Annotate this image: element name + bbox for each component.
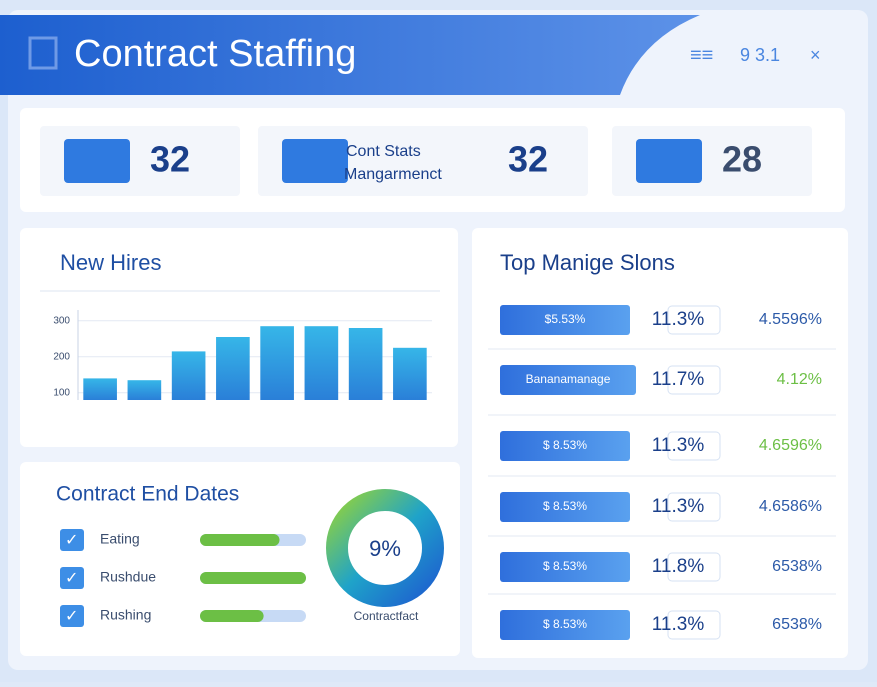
donut — [326, 489, 444, 607]
percent: 11.8% — [652, 556, 705, 577]
pill-label: $ 8.53% — [543, 559, 587, 573]
percent-box — [667, 305, 721, 335]
bar — [393, 347, 427, 400]
donut-label: Contractfact — [354, 609, 419, 623]
amount: 4.5596% — [759, 311, 822, 328]
percent-box — [667, 365, 721, 395]
amount: 6538% — [772, 558, 822, 575]
top-panel — [472, 228, 848, 658]
progress-bar — [200, 610, 264, 622]
row-label: Eating — [100, 531, 140, 547]
y-tick-label: 100 — [53, 387, 70, 398]
pill-label: Bananamanage — [526, 372, 611, 386]
check: ✓ — [65, 532, 78, 549]
bar — [260, 326, 294, 400]
pill — [500, 431, 630, 461]
row-label: Rushing — [100, 607, 151, 623]
percent: 11.3% — [652, 496, 705, 517]
donut-value: 9% — [369, 536, 401, 561]
bar — [348, 328, 383, 400]
stat-value: 32 — [150, 139, 190, 180]
amount: 6538% — [772, 616, 822, 633]
pill — [500, 552, 630, 582]
bar — [127, 380, 162, 400]
pill — [500, 610, 630, 640]
percent: 11.3% — [652, 435, 705, 456]
pill-label: $5.53% — [545, 312, 586, 326]
pill-label: $ 8.53% — [543, 499, 587, 513]
percent-box — [667, 492, 721, 522]
stat-value: 28 — [722, 139, 762, 180]
close-button[interactable]: × — [810, 45, 821, 65]
header-menu: ≡≡ — [690, 44, 713, 66]
y-tick-label: 300 — [53, 315, 70, 326]
stat-icon — [282, 139, 348, 183]
check: ✓ — [65, 608, 78, 625]
checkbox — [60, 529, 84, 551]
y-tick-label: 200 — [53, 351, 70, 362]
percent-box — [667, 431, 721, 461]
percent-box — [667, 552, 721, 582]
percent: 11.3% — [652, 614, 705, 635]
header-band — [0, 15, 700, 95]
percent: 11.3% — [652, 309, 705, 330]
bar — [83, 378, 117, 400]
percent: 11.7% — [652, 369, 705, 390]
bar — [304, 326, 339, 400]
stat-label: Mangarmenct — [344, 166, 442, 183]
panel-title: New Hires — [60, 250, 161, 275]
amount: 4.12% — [777, 371, 822, 388]
panel-title: Contract End Dates — [56, 483, 239, 506]
pill-label: $ 8.53% — [543, 438, 587, 452]
stat-icon — [636, 139, 702, 183]
stat-value: 32 — [508, 139, 548, 180]
progress-bar — [200, 534, 280, 546]
percent-box — [667, 610, 721, 640]
pill — [500, 305, 630, 335]
pill-label: $ 8.53% — [543, 617, 587, 631]
donut-center — [359, 522, 411, 574]
amount: 4.6586% — [759, 498, 822, 515]
stat-icon — [64, 139, 130, 183]
header-status: 9 3.1 — [740, 45, 780, 65]
app-title: Contract Staffing — [74, 33, 356, 75]
panel-title: Top Manige Slons — [500, 250, 675, 275]
header-icon — [28, 36, 58, 70]
stat-label: Cont Stats — [346, 143, 421, 160]
amount: 4.6596% — [759, 437, 822, 454]
checkbox — [60, 567, 84, 589]
row-label: Rushdue — [100, 569, 156, 585]
pill — [500, 365, 636, 395]
progress-bar — [200, 572, 306, 584]
check: ✓ — [65, 570, 78, 587]
bar — [171, 351, 206, 400]
checkbox — [60, 605, 84, 627]
bar — [216, 337, 250, 400]
pill — [500, 492, 630, 522]
